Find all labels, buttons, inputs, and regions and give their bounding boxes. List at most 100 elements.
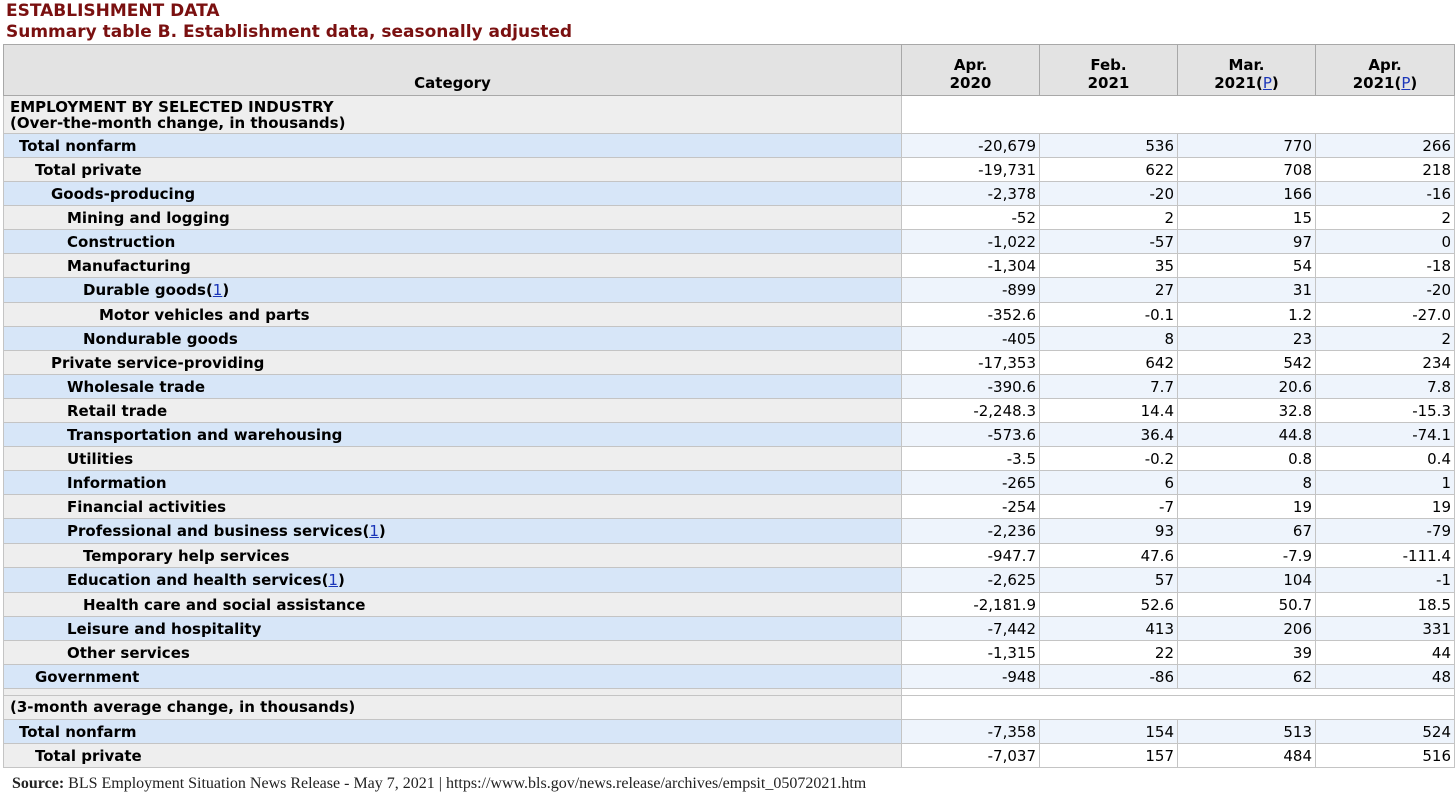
row-value-cell: -265	[901, 470, 1040, 495]
row-value-cell: 8	[1177, 470, 1316, 495]
row-label: Motor vehicles and parts	[99, 305, 310, 324]
row-value-cell: 97	[1177, 229, 1316, 254]
table-row: Nondurable goods -405 8 23 2	[3, 326, 1455, 351]
row-value-cell: -111.4	[1315, 543, 1455, 568]
table-row: Total private -19,731 622 708 218	[3, 157, 1455, 182]
row-value-cell: -405	[901, 326, 1040, 351]
row-label: Total private	[35, 160, 142, 179]
header-row: Category Apr. 2020 Feb. 2021 Mar. 2021(P…	[3, 44, 1455, 96]
row-category-cell: Private service-providing	[3, 350, 902, 375]
column-header-feb-2021: Feb. 2021	[1039, 44, 1178, 96]
spacer-row	[3, 688, 1455, 696]
table-row: Construction -1,022 -57 97 0	[3, 229, 1455, 254]
table-row: Mining and logging -52 2 15 2	[3, 205, 1455, 230]
row-value-cell: -20	[1039, 181, 1178, 206]
row-value-cell: 206	[1177, 616, 1316, 641]
table-row: Utilities -3.5 -0.2 0.8 0.4	[3, 446, 1455, 471]
row-category-cell: Professional and business services(1)	[3, 518, 902, 544]
row-label: Manufacturing	[67, 256, 191, 275]
row-value-cell: 14.4	[1039, 398, 1178, 423]
row-label: Mining and logging	[67, 208, 230, 227]
row-category-cell: Total nonfarm	[3, 133, 902, 158]
row-value-cell: -573.6	[901, 422, 1040, 447]
column-header-category: Category	[3, 44, 902, 96]
row-value-cell: -27.0	[1315, 302, 1455, 327]
row-value-cell: 52.6	[1039, 592, 1178, 617]
table-row: Other services -1,315 22 39 44	[3, 640, 1455, 665]
row-value-cell: 1.2	[1177, 302, 1316, 327]
table-row: Durable goods(1) -899 27 31 -20	[3, 277, 1455, 303]
table-row: Professional and business services(1) -2,…	[3, 518, 1455, 544]
row-label: Health care and social assistance	[83, 595, 366, 614]
row-category-cell: Total private	[3, 157, 902, 182]
row-value-cell: -1	[1315, 567, 1455, 593]
row-label: Information	[67, 473, 167, 492]
row-value-cell: 44.8	[1177, 422, 1316, 447]
row-value-cell: 1	[1315, 470, 1455, 495]
column-header-year: 2020	[949, 74, 992, 92]
table-row: Wholesale trade -390.6 7.7 20.6 7.8	[3, 374, 1455, 399]
row-category-cell: Goods-producing	[3, 181, 902, 206]
row-label: Goods-producing	[51, 184, 196, 203]
table-row: Transportation and warehousing -573.6 36.4…	[3, 422, 1455, 447]
row-value-cell: -16	[1315, 181, 1455, 206]
row-value-cell: 50.7	[1177, 592, 1316, 617]
row-value-cell: -2,181.9	[901, 592, 1040, 617]
row-value-cell: 770	[1177, 133, 1316, 158]
row-label: Leisure and hospitality	[67, 619, 262, 638]
page-title: ESTABLISHMENT DATA	[6, 1, 220, 21]
table-row: Total private -7,037 157 484 516	[3, 743, 1455, 768]
footnote-link[interactable]: 1	[212, 281, 223, 299]
source-separator: |	[438, 775, 442, 792]
row-value-cell: -19,731	[901, 157, 1040, 182]
row-value-cell: 0.4	[1315, 446, 1455, 471]
row-value-cell: -2,625	[901, 567, 1040, 593]
table-row: Government -948 -86 62 48	[3, 664, 1455, 689]
table-row: Private service-providing -17,353 642 542 23…	[3, 350, 1455, 375]
source-url[interactable]: https://www.bls.gov/news.release/archive…	[445, 775, 867, 792]
row-value-cell: 15	[1177, 205, 1316, 230]
row-value-cell: -79	[1315, 518, 1455, 544]
row-value-cell: -1,022	[901, 229, 1040, 254]
preliminary-link[interactable]: P	[1262, 74, 1272, 92]
row-value-cell: 331	[1315, 616, 1455, 641]
row-value-cell: -52	[901, 205, 1040, 230]
row-value-cell: -7	[1039, 494, 1178, 519]
column-header-month: Apr.	[953, 56, 988, 74]
row-value-cell: 39	[1177, 640, 1316, 665]
source-text: BLS Employment Situation News Release - …	[68, 775, 435, 792]
row-label: Construction	[67, 232, 176, 251]
preliminary-link[interactable]: P	[1401, 74, 1411, 92]
row-value-cell: 542	[1177, 350, 1316, 375]
row-category-cell: Wholesale trade	[3, 374, 902, 399]
section-header-row: (3-month average change, in thousands)	[3, 695, 1455, 720]
table-row: Total nonfarm -20,679 536 770 266	[3, 133, 1455, 158]
row-value-cell: -86	[1039, 664, 1178, 689]
row-label: Government	[35, 667, 140, 686]
column-header-year: 2021	[1352, 74, 1395, 92]
row-value-cell: 218	[1315, 157, 1455, 182]
table-row: Financial activities -254 -7 19 19	[3, 494, 1455, 519]
row-value-cell: 622	[1039, 157, 1178, 182]
section-header: EMPLOYMENT BY SELECTED INDUSTRY (Over-th…	[3, 95, 902, 134]
row-category-cell: Durable goods(1)	[3, 277, 902, 303]
row-value-cell: 516	[1315, 743, 1455, 768]
section-blank	[901, 95, 1455, 134]
row-category-cell: Temporary help services	[3, 543, 902, 568]
row-label: Retail trade	[67, 401, 168, 420]
row-value-cell: 157	[1039, 743, 1178, 768]
row-category-cell: Total nonfarm	[3, 719, 902, 744]
row-label: Total nonfarm	[19, 136, 137, 155]
row-value-cell: 0	[1315, 229, 1455, 254]
row-value-cell: -7,037	[901, 743, 1040, 768]
row-value-cell: 7.7	[1039, 374, 1178, 399]
row-value-cell: -17,353	[901, 350, 1040, 375]
row-value-cell: 2	[1315, 205, 1455, 230]
footnote-link[interactable]: 1	[369, 522, 379, 540]
column-header-month: Apr.	[1368, 56, 1402, 74]
row-value-cell: -2,378	[901, 181, 1040, 206]
row-value-cell: 18.5	[1315, 592, 1455, 617]
row-value-cell: 48	[1315, 664, 1455, 689]
footnote-link[interactable]: 1	[328, 571, 338, 589]
row-value-cell: 44	[1315, 640, 1455, 665]
